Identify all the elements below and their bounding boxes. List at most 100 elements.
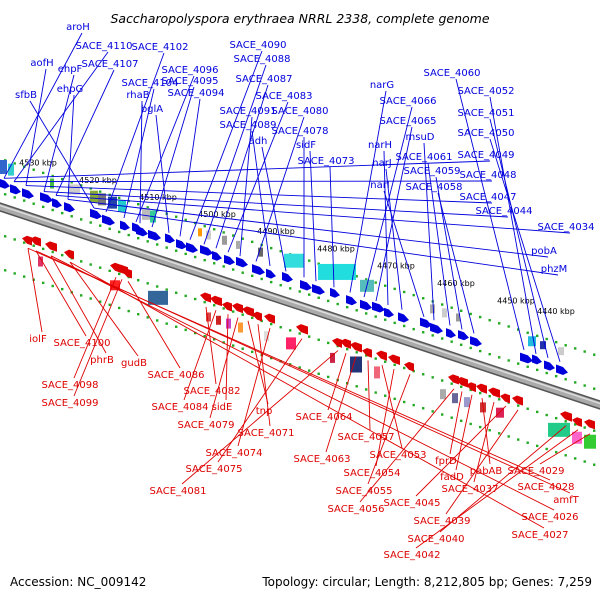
reverse-gene-arrow — [456, 376, 468, 388]
forward-gene-arrow — [532, 354, 542, 365]
track-dot — [108, 269, 111, 273]
track-dot — [355, 309, 358, 312]
reverse-leader-line — [69, 261, 545, 529]
forward-leader-line — [329, 166, 335, 288]
reverse-gene-arrow — [64, 249, 74, 260]
forward-gene-label: SACE_4102 — [132, 42, 189, 53]
forward-leader-line — [261, 146, 287, 272]
track-dot — [384, 394, 387, 397]
forward-gene-arrow — [556, 364, 568, 375]
track-dot — [498, 432, 501, 435]
forward-gene-label: phzM — [541, 264, 568, 275]
reverse-gene-label: SACE_4027 — [512, 530, 569, 541]
track-dot — [355, 385, 358, 388]
track-dot — [241, 347, 244, 350]
reverse-feature-block — [216, 315, 221, 325]
track-dot — [412, 403, 415, 407]
track-dot — [583, 426, 586, 429]
forward-leader-line — [93, 207, 559, 276]
track-dot — [251, 274, 254, 278]
track-dot — [422, 331, 425, 334]
forward-gene-label: SACE_4090 — [230, 40, 287, 51]
forward-leader-line — [55, 69, 115, 196]
track-dot — [32, 202, 35, 205]
track-dot — [308, 335, 311, 338]
track-dot — [583, 384, 586, 387]
reverse-gene-label: SACE_4055 — [336, 486, 393, 497]
reverse-gene-arrow — [340, 338, 351, 349]
forward-gene-label: sfbB — [15, 90, 37, 101]
track-dot — [118, 230, 121, 234]
track-dot — [422, 407, 425, 410]
track-dot — [42, 205, 45, 209]
track-dot — [222, 231, 225, 234]
track-dot — [23, 165, 26, 168]
track-dot — [146, 240, 149, 243]
track-dot — [412, 293, 415, 297]
reverse-feature-block — [226, 318, 231, 329]
track-dot — [13, 196, 16, 199]
forward-feature-block — [528, 336, 536, 347]
track-dot — [184, 252, 187, 256]
tick-label: 4470 kbp — [377, 262, 415, 271]
backbone-highlight — [0, 204, 600, 405]
track-dot — [4, 193, 7, 196]
track-dot — [4, 269, 7, 272]
track-dot — [175, 249, 178, 252]
reverse-gene-label: SACE_4037 — [442, 484, 499, 495]
track-dot — [175, 325, 178, 328]
track-dot — [422, 373, 425, 376]
forward-leader-line — [155, 114, 170, 233]
forward-leader-line — [437, 192, 475, 334]
track-dot — [422, 297, 425, 300]
forward-leader-lines — [3, 32, 571, 362]
forward-gene-label: sidF — [296, 140, 316, 151]
reverse-gene-arrow — [488, 387, 500, 398]
reverse-gene-label: sidE — [212, 402, 233, 413]
reverse-gene-arrow — [404, 361, 414, 372]
track-dot — [279, 326, 282, 329]
reverse-leader-line — [367, 374, 411, 485]
forward-leader-line — [375, 126, 413, 302]
track-dot — [279, 284, 282, 287]
forward-gene-arrow — [224, 254, 235, 266]
track-dot — [479, 315, 482, 319]
track-dot — [279, 360, 282, 363]
reverse-gene-arrow — [584, 419, 595, 430]
track-dot — [241, 313, 244, 316]
reverse-gene-arrow — [512, 395, 523, 406]
forward-gene-arrow — [346, 295, 357, 306]
track-dot — [99, 224, 102, 227]
track-dot — [61, 287, 64, 291]
forward-feature-block — [206, 230, 211, 240]
reverse-feature-block — [238, 322, 243, 333]
tick-label: 4480 kbp — [317, 244, 355, 253]
track-dot — [289, 329, 292, 332]
track-dot — [203, 258, 206, 262]
tick-label: 4520 kbp — [79, 176, 117, 185]
track-dot — [165, 322, 168, 325]
reverse-gene-arrow — [22, 235, 32, 246]
track-dot — [412, 327, 415, 331]
track-dot — [232, 344, 235, 347]
track-dot — [61, 253, 64, 257]
track-dot — [298, 332, 301, 335]
track-dot — [327, 341, 330, 345]
reverse-gene-label: SACE_4086 — [148, 370, 205, 381]
track-dot — [384, 284, 387, 287]
reverse-leader-lines — [27, 247, 591, 549]
track-dot — [80, 294, 83, 297]
reverse-gene-label: SACE_4071 — [238, 428, 295, 439]
track-dot — [51, 208, 54, 212]
track-dot — [251, 350, 254, 354]
track-dot — [194, 255, 197, 259]
forward-gene-label: SACE_4065 — [380, 116, 437, 127]
forward-leader-line — [43, 74, 75, 192]
forward-leader-line — [455, 78, 525, 351]
track-dot — [260, 277, 263, 281]
track-dot — [555, 374, 558, 378]
track-dot — [564, 420, 567, 423]
reverse-leader-line — [27, 248, 43, 333]
reverse-gene-label: SACE_4040 — [408, 534, 465, 545]
forward-leader-line — [3, 160, 491, 179]
